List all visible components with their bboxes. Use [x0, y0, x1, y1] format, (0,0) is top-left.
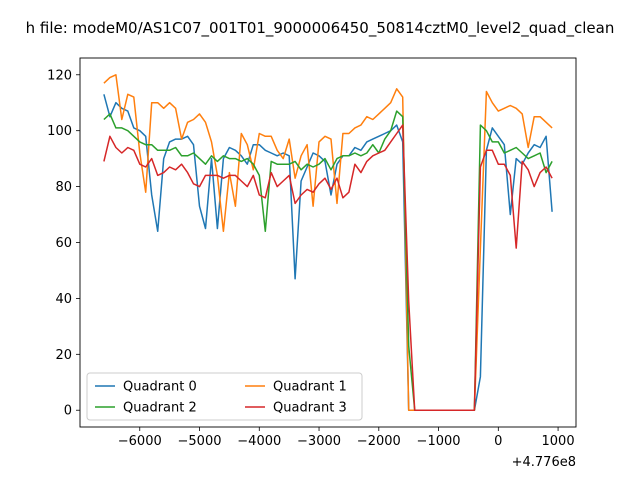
- x-tick-label: −5000: [178, 434, 222, 449]
- y-tick-label: 80: [55, 180, 72, 195]
- x-tick-label: −4000: [237, 434, 281, 449]
- x-tick-label: 1000: [542, 434, 575, 449]
- series-line-quadrant-2: [103, 110, 553, 411]
- series-line-quadrant-3: [103, 124, 553, 411]
- x-tick-label: −1000: [417, 434, 461, 449]
- y-axis: 0 20 40 60 80 100 120: [47, 68, 80, 419]
- x-axis-offset-label: +4.776e8: [512, 455, 576, 470]
- y-tick-label: 120: [47, 68, 72, 83]
- legend-label-quadrant-1: Quadrant 1: [273, 380, 347, 395]
- legend-box: [86, 372, 363, 421]
- legend: Quadrant 0 Quadrant 1 Quadrant 2 Quadrant 3: [86, 372, 363, 421]
- legend-label-quadrant-0: Quadrant 0: [123, 380, 197, 395]
- plot-area: [103, 74, 553, 411]
- y-tick-label: 20: [55, 348, 72, 363]
- x-tick-label: −6000: [118, 434, 162, 449]
- y-tick-label: 0: [64, 404, 72, 419]
- y-tick-label: 40: [55, 292, 72, 307]
- y-tick-label: 100: [47, 124, 72, 139]
- chart-title: h file: modeM0/AS1C07_001T01_9000006450_…: [26, 19, 615, 38]
- x-tick-label: −3000: [297, 434, 341, 449]
- legend-label-quadrant-2: Quadrant 2: [123, 401, 197, 416]
- legend-label-quadrant-3: Quadrant 3: [273, 401, 347, 416]
- series-line-quadrant-1: [103, 74, 553, 411]
- series-line-quadrant-0: [103, 94, 553, 411]
- x-tick-label: −2000: [357, 434, 401, 449]
- x-tick-label: 0: [494, 434, 502, 449]
- x-axis: −6000 −5000 −4000 −3000 −2000 −1000 0 1000: [118, 427, 575, 449]
- y-tick-label: 60: [55, 236, 72, 251]
